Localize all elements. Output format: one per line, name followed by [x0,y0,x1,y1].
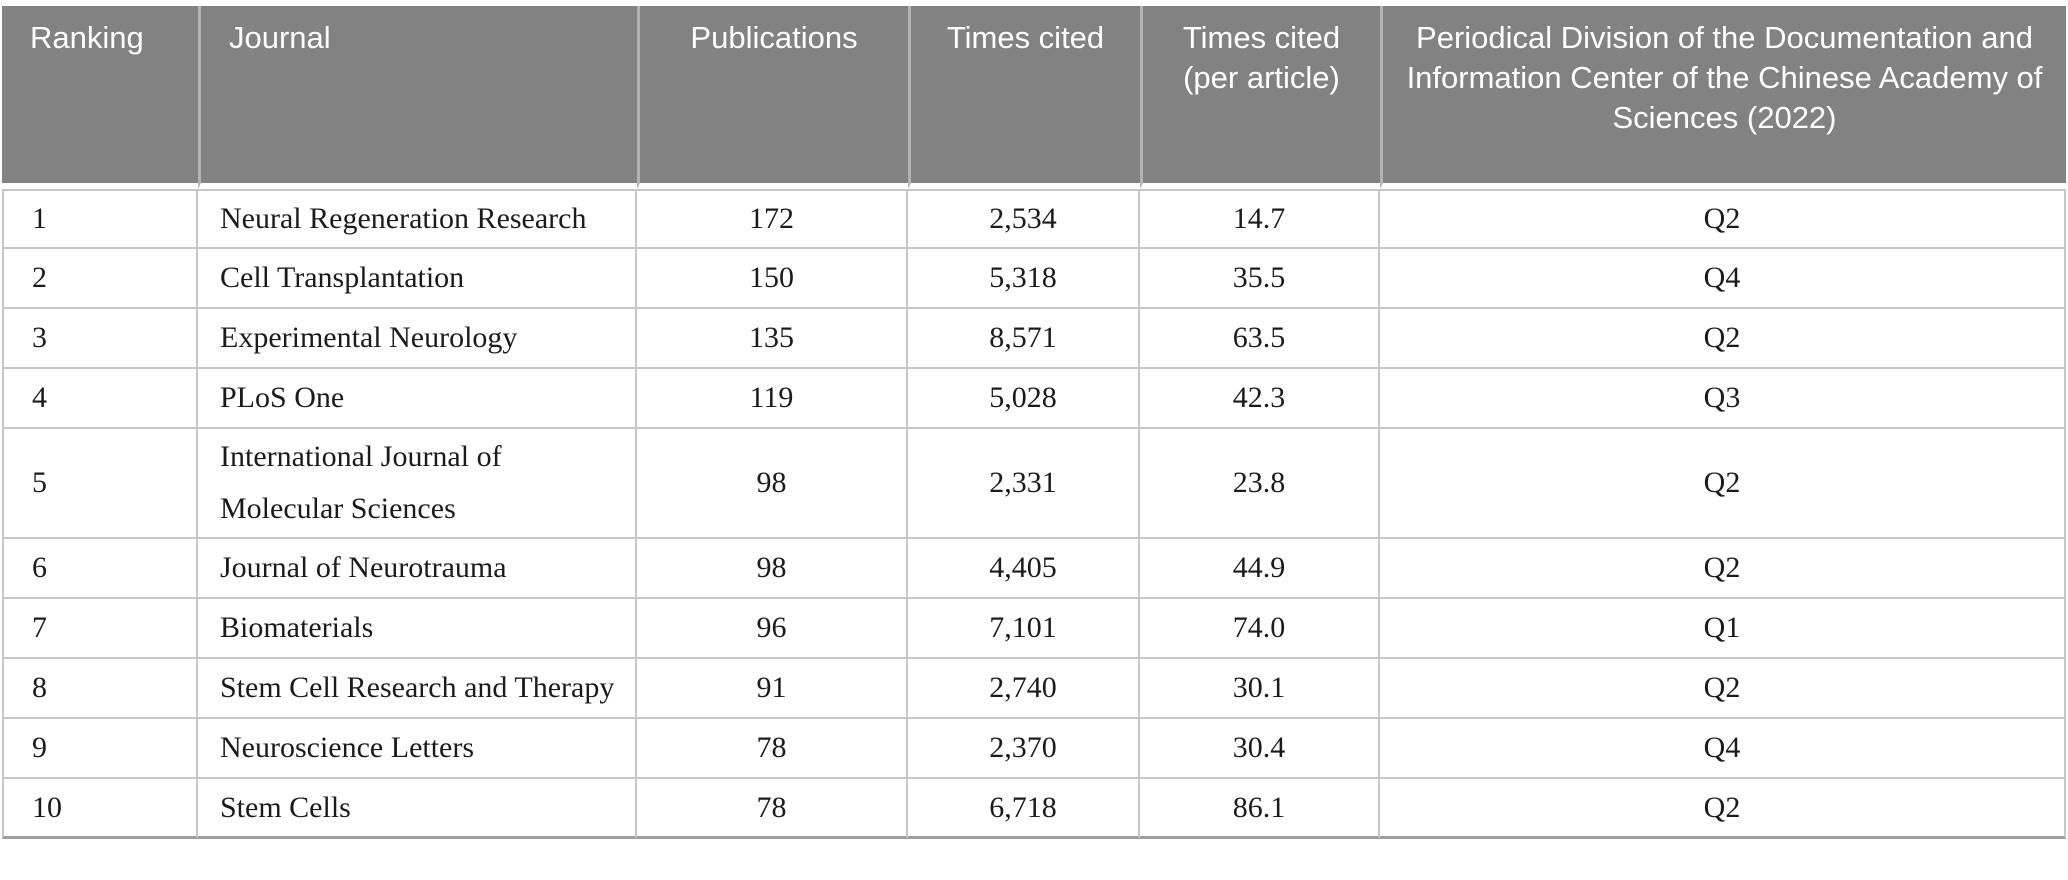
cell-times-cited: 6,718 [908,779,1140,839]
column-header-periodical-division: Periodical Division of the Documentation… [1380,6,2066,189]
cell-ranking: 6 [2,539,198,599]
cell-times-cited: 5,318 [908,249,1140,309]
cell-times-cited: 2,740 [908,659,1140,719]
cell-publications: 135 [637,309,908,369]
cell-ranking: 8 [2,659,198,719]
cell-times-cited-per-article: 86.1 [1140,779,1380,839]
cell-times-cited-per-article: 35.5 [1140,249,1380,309]
cell-division: Q2 [1380,189,2066,249]
column-header-journal: Journal [198,6,637,189]
cell-journal: Neural Regeneration Research [198,189,637,249]
table-header: Ranking Journal Publications Times cited… [2,6,2066,189]
cell-times-cited: 4,405 [908,539,1140,599]
cell-ranking: 1 [2,189,198,249]
cell-times-cited-per-article: 30.1 [1140,659,1380,719]
cell-ranking: 3 [2,309,198,369]
cell-division: Q2 [1380,539,2066,599]
column-header-ranking: Ranking [2,6,198,189]
header-row: Ranking Journal Publications Times cited… [2,6,2066,189]
cell-times-cited-per-article: 44.9 [1140,539,1380,599]
cell-journal: Biomaterials [198,599,637,659]
cell-ranking: 5 [2,429,198,539]
cell-times-cited-per-article: 74.0 [1140,599,1380,659]
cell-ranking: 2 [2,249,198,309]
table-row: 3 Experimental Neurology 135 8,571 63.5 Q2 [2,309,2066,369]
cell-publications: 150 [637,249,908,309]
cell-times-cited-per-article: 63.5 [1140,309,1380,369]
table-row: 8 Stem Cell Research and Therapy 91 2,740 30… [2,659,2066,719]
cell-times-cited: 5,028 [908,369,1140,429]
cell-publications: 98 [637,539,908,599]
cell-journal: Experimental Neurology [198,309,637,369]
cell-publications: 96 [637,599,908,659]
cell-ranking: 9 [2,719,198,779]
cell-times-cited-per-article: 30.4 [1140,719,1380,779]
table-body: 1 Neural Regeneration Research 172 2,534 14.… [2,189,2066,839]
cell-journal: International Journal of Molecular Scien… [198,429,637,539]
cell-times-cited-per-article: 14.7 [1140,189,1380,249]
column-header-times-cited: Times cited [908,6,1140,189]
table-row: 6 Journal of Neurotrauma 98 4,405 44.9 Q2 [2,539,2066,599]
cell-times-cited-per-article: 42.3 [1140,369,1380,429]
table-row: 1 Neural Regeneration Research 172 2,534 14.… [2,189,2066,249]
cell-division: Q3 [1380,369,2066,429]
cell-times-cited-per-article: 23.8 [1140,429,1380,539]
cell-publications: 98 [637,429,908,539]
cell-ranking: 4 [2,369,198,429]
cell-times-cited: 2,534 [908,189,1140,249]
cell-publications: 78 [637,779,908,839]
cell-times-cited: 8,571 [908,309,1140,369]
journal-ranking-table: Ranking Journal Publications Times cited… [2,6,2066,839]
table-row: 9 Neuroscience Letters 78 2,370 30.4 Q4 [2,719,2066,779]
table-row: 5 International Journal of Molecular Scie… [2,429,2066,539]
table-row: 2 Cell Transplantation 150 5,318 35.5 Q4 [2,249,2066,309]
cell-division: Q4 [1380,249,2066,309]
cell-times-cited: 2,331 [908,429,1140,539]
column-header-publications: Publications [637,6,908,189]
cell-division: Q4 [1380,719,2066,779]
cell-division: Q2 [1380,309,2066,369]
cell-ranking: 7 [2,599,198,659]
cell-ranking: 10 [2,779,198,839]
cell-division: Q1 [1380,599,2066,659]
cell-publications: 91 [637,659,908,719]
cell-division: Q2 [1380,779,2066,839]
cell-journal: Journal of Neurotrauma [198,539,637,599]
cell-division: Q2 [1380,659,2066,719]
cell-journal: Neuroscience Letters [198,719,637,779]
cell-journal: Cell Transplantation [198,249,637,309]
column-header-times-cited-per-article: Times cited (per article) [1140,6,1380,189]
cell-publications: 172 [637,189,908,249]
cell-publications: 78 [637,719,908,779]
cell-times-cited: 7,101 [908,599,1140,659]
table-row: 10 Stem Cells 78 6,718 86.1 Q2 [2,779,2066,839]
cell-division: Q2 [1380,429,2066,539]
cell-journal: PLoS One [198,369,637,429]
cell-times-cited: 2,370 [908,719,1140,779]
cell-journal: Stem Cells [198,779,637,839]
table-row: 4 PLoS One 119 5,028 42.3 Q3 [2,369,2066,429]
table-row: 7 Biomaterials 96 7,101 74.0 Q1 [2,599,2066,659]
cell-journal: Stem Cell Research and Therapy [198,659,637,719]
cell-publications: 119 [637,369,908,429]
